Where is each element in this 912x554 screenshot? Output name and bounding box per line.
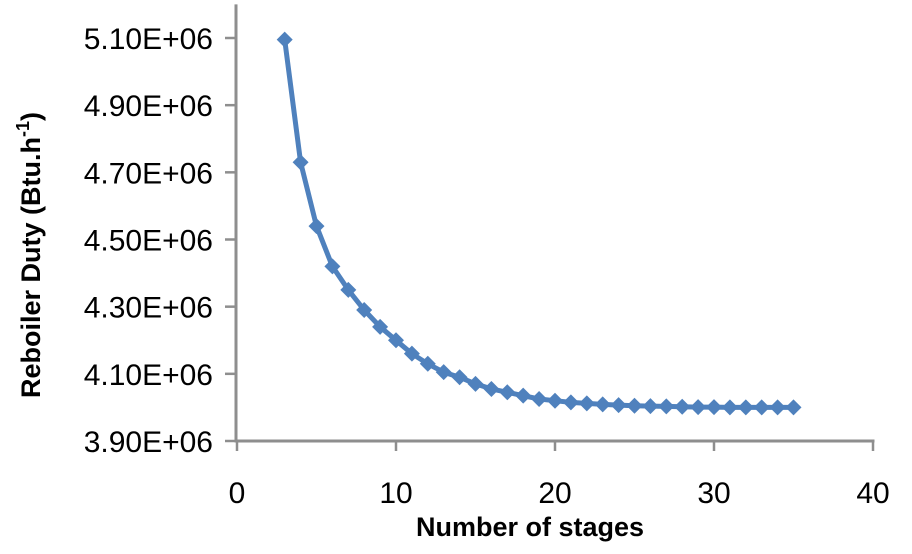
data-point-marker [562,394,579,411]
data-point-marker [753,399,770,416]
data-point-marker [308,218,325,235]
x-tick-label: 20 [538,477,571,510]
y-tick-label: 5.10E+06 [84,23,213,56]
data-point-marker [721,399,738,416]
data-point-marker [324,258,341,275]
data-point-marker [547,392,563,409]
data-point-marker [610,397,627,414]
x-tick-label: 0 [229,477,246,510]
y-tick-label: 4.90E+06 [84,90,213,123]
data-point-marker [690,399,707,416]
data-point-marker [531,391,548,408]
data-point-marker [642,398,659,415]
x-tick-label: 10 [379,477,412,510]
y-tick-label: 4.50E+06 [84,225,213,258]
data-point-marker [674,398,691,415]
data-point-marker [451,369,468,386]
y-axis-title: Reboiler Duty (Btu.h-1) [13,112,46,398]
data-point-marker [769,399,786,416]
data-point-marker [467,375,484,392]
data-point-marker [435,364,452,381]
y-tick-label: 3.90E+06 [84,426,213,459]
y-tick-label: 4.70E+06 [84,157,213,190]
data-point-marker [403,345,420,362]
data-point-marker [292,154,309,171]
data-point-marker [737,399,754,416]
y-tick-label: 4.10E+06 [84,359,213,392]
data-point-marker [340,281,357,298]
data-point-marker [499,384,516,401]
y-tick-label: 4.30E+06 [84,292,213,325]
x-tick-label: 30 [697,477,730,510]
data-point-marker [626,397,643,414]
data-point-marker [388,332,404,349]
data-point-marker [276,31,293,48]
data-point-marker [706,399,722,416]
data-point-marker [356,302,373,319]
series-line [282,37,796,410]
data-point-marker [594,396,611,413]
data-point-marker [372,318,389,335]
data-point-marker [658,398,675,415]
x-axis-title: Number of stages [416,512,644,542]
data-point-marker [419,355,436,372]
data-point-marker [578,395,595,412]
data-point-marker [515,387,532,404]
x-tick-label: 40 [856,477,889,510]
data-point-marker [785,399,802,416]
data-point-marker [483,380,500,397]
